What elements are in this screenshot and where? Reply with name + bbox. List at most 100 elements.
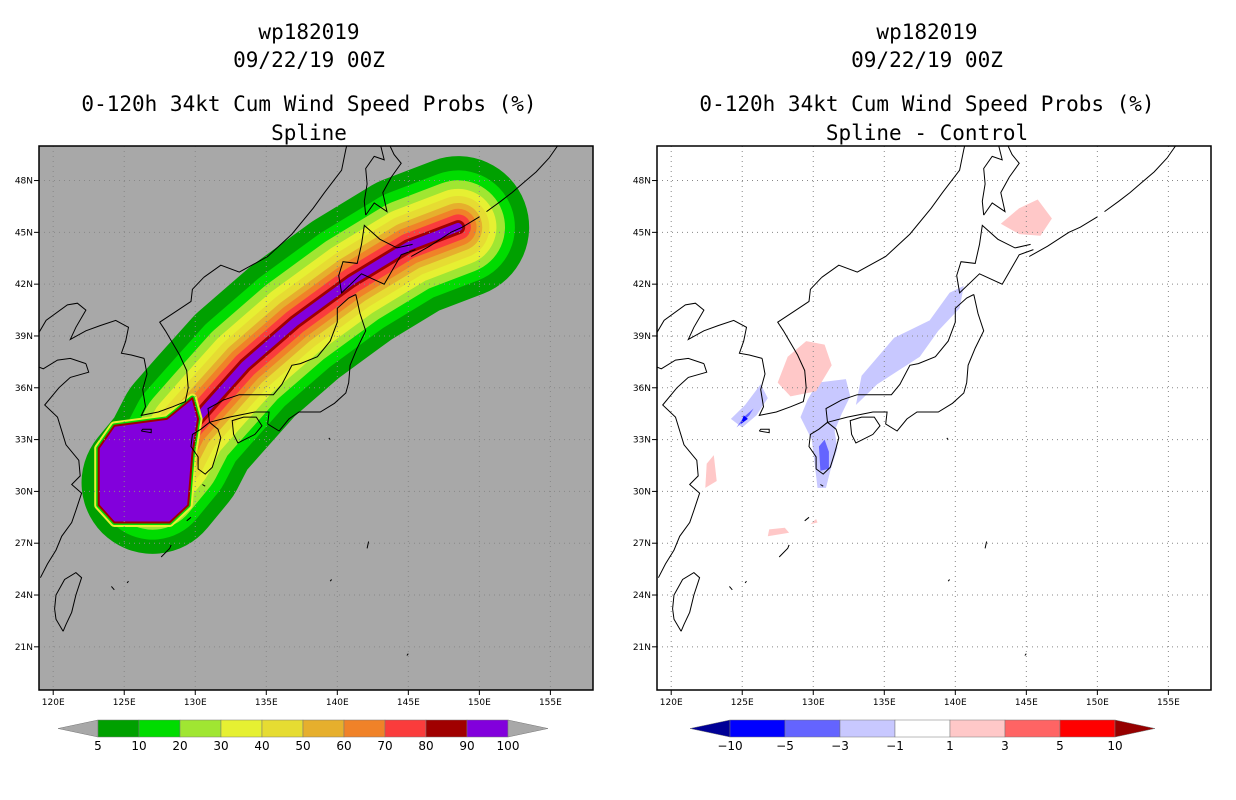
- y-tick-label: 24N: [15, 591, 33, 601]
- panel-right: wp182019 09/22/19 00Z 0-120h 34kt Cum Wi…: [618, 0, 1236, 800]
- coastline: [1104, 146, 1176, 213]
- x-tick-label: 145E: [397, 698, 420, 708]
- coastlines: [39, 146, 558, 656]
- x-tick-label: 135E: [255, 698, 278, 708]
- coastline: [758, 428, 770, 434]
- x-tick-label: 155E: [1157, 698, 1180, 708]
- x-tick-label: 120E: [660, 698, 683, 708]
- coastline: [39, 302, 145, 359]
- colorbar-swatch: [784, 719, 841, 738]
- coastline: [39, 363, 90, 578]
- coastline: [39, 357, 87, 370]
- y-tick-label: 36N: [15, 384, 33, 394]
- colorbar-swatch: [302, 719, 345, 738]
- x-tick-label: 155E: [539, 698, 562, 708]
- colorbar-label: 1: [946, 739, 954, 753]
- x-tick-label: 125E: [731, 698, 754, 708]
- coastline: [981, 146, 1003, 216]
- colorbar-swatch: [179, 719, 222, 738]
- coastline: [983, 146, 1020, 216]
- colorbar-label: 5: [94, 739, 102, 753]
- coastline: [363, 146, 385, 216]
- diff-area-3: [730, 384, 768, 428]
- title-line-3: 0-120h 34kt Cum Wind Speed Probs (%): [699, 92, 1155, 116]
- colorbar-label: 40: [254, 739, 269, 753]
- coastline: [820, 484, 824, 487]
- coastline: [956, 224, 1034, 294]
- title-line-2: 09/22/19 00Z: [851, 48, 1003, 72]
- coastline: [947, 579, 950, 582]
- coastline: [825, 294, 985, 432]
- diff-area-9: [767, 527, 790, 537]
- y-tick-label: 33N: [633, 436, 651, 446]
- colorbar-swatch: [1059, 719, 1116, 738]
- coastline: [338, 224, 416, 294]
- colorbar-label: 5: [1056, 739, 1064, 753]
- colorbar-label: −10: [717, 739, 742, 753]
- coastline: [328, 437, 331, 440]
- y-tick-label: 30N: [15, 487, 33, 497]
- y-tick-label: 21N: [15, 643, 33, 653]
- x-tick-label: 130E: [802, 698, 825, 708]
- diff-area-2: [818, 439, 829, 471]
- colorbar-swatch: [343, 719, 386, 738]
- coastline: [186, 516, 192, 522]
- coastline: [190, 421, 222, 475]
- coastline: [410, 216, 480, 257]
- y-tick-label: 33N: [15, 436, 33, 446]
- coastlines: [657, 146, 1176, 656]
- coastline: [657, 302, 763, 359]
- colorbar: 5 10 20 30 40 50 60 70 80 90 100: [57, 719, 549, 753]
- coastline: [778, 544, 790, 558]
- coastline: [984, 541, 988, 549]
- y-tick-label: 39N: [633, 332, 651, 342]
- coastline: [808, 421, 840, 475]
- panel-left: wp182019 09/22/19 00Z 0-120h 34kt Cum Wi…: [15, 20, 594, 753]
- plot-frame: [656, 145, 1212, 691]
- coastline: [202, 484, 206, 487]
- colorbar-swatch: [466, 719, 509, 738]
- colorbar-end-low: [57, 719, 99, 738]
- y-tick-label: 48N: [15, 177, 33, 187]
- title-line-3: 0-120h 34kt Cum Wind Speed Probs (%): [81, 92, 537, 116]
- colorbar-label: −3: [831, 739, 849, 753]
- title-line-4: Spline - Control: [825, 121, 1029, 145]
- y-tick-label: 30N: [633, 487, 651, 497]
- coastline: [365, 146, 402, 216]
- x-tick-label: 145E: [1015, 698, 1038, 708]
- y-tick-label: 21N: [633, 643, 651, 653]
- y-tick-label: 27N: [633, 539, 651, 549]
- colorbar-swatch: [97, 719, 140, 738]
- x-tick-label: 140E: [326, 698, 349, 708]
- diff-area-6: [777, 341, 832, 397]
- coastline: [406, 653, 409, 656]
- coastline: [657, 357, 705, 370]
- coastline: [821, 146, 966, 278]
- colorbar-label: 100: [497, 739, 520, 753]
- coastline: [758, 276, 823, 417]
- coastline: [486, 146, 558, 213]
- title-line-1: wp182019: [876, 20, 978, 44]
- x-tick-label: 135E: [873, 698, 896, 708]
- colorbar-label: −5: [776, 739, 794, 753]
- colorbar-swatch: [261, 719, 304, 738]
- core-90-100: [97, 397, 200, 524]
- colorbar-end-high: [507, 719, 549, 738]
- coastline: [849, 416, 881, 444]
- colorbar-swatch: [384, 719, 427, 738]
- y-tick-label: 27N: [15, 539, 33, 549]
- x-tick-label: 140E: [944, 698, 967, 708]
- y-tick-label: 45N: [15, 228, 33, 238]
- colorbar-swatch: [894, 719, 951, 738]
- coastline: [126, 580, 129, 584]
- coastline: [203, 146, 348, 278]
- colorbar-end-low: [689, 719, 731, 738]
- coastline: [804, 516, 810, 522]
- coastline: [672, 571, 701, 632]
- data-layer: [81, 156, 530, 554]
- chart-left: 120E 125E 130E 135E 140E 145E 150E 155E 21N 24N 27…: [15, 145, 594, 753]
- coastline: [207, 294, 367, 432]
- diff-area-0: [855, 285, 964, 405]
- title-line-2: 09/22/19 00Z: [233, 48, 385, 72]
- colorbar-label: 30: [213, 739, 228, 753]
